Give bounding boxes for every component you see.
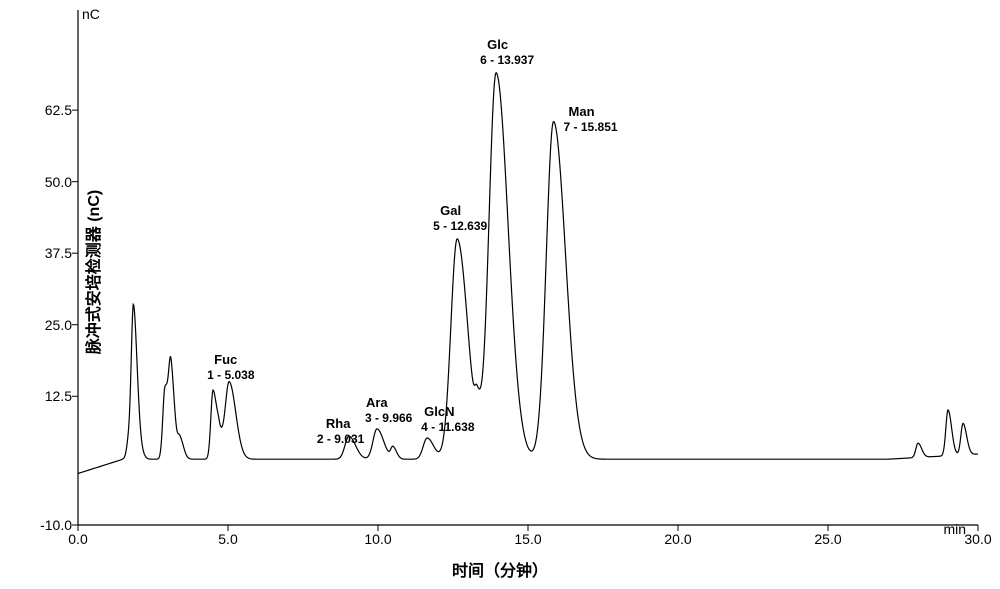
y-tick-label: -10.0 <box>40 517 72 533</box>
y-tick-label: 25.0 <box>45 317 72 333</box>
peak-rt-label: 3 - 9.966 <box>365 411 412 425</box>
peak-name-label: Man <box>569 104 595 119</box>
y-tick-label: 12.5 <box>45 388 72 404</box>
y-tick-label: 37.5 <box>45 245 72 261</box>
peak-rt-label: 7 - 15.851 <box>564 120 618 134</box>
x-tick-label: 20.0 <box>664 531 691 547</box>
x-tick-label: 5.0 <box>218 531 237 547</box>
x-tick-label: 25.0 <box>814 531 841 547</box>
peak-name-label: Ara <box>366 395 388 410</box>
peak-rt-label: 1 - 5.038 <box>207 368 254 382</box>
peak-name-label: Rha <box>326 416 351 431</box>
y-tick-label: 62.5 <box>45 102 72 118</box>
peak-name-label: Gal <box>440 203 461 218</box>
peak-rt-label: 2 - 9.031 <box>317 432 364 446</box>
x-axis-label: 时间（分钟） <box>452 557 548 581</box>
peak-rt-label: 6 - 13.937 <box>480 53 534 67</box>
y-tick-label: 50.0 <box>45 174 72 190</box>
x-tick-label: 30.0 <box>964 531 991 547</box>
x-tick-label: 15.0 <box>514 531 541 547</box>
peak-name-label: Glc <box>487 37 508 52</box>
chromatogram-trace <box>78 73 978 474</box>
peak-rt-label: 5 - 12.639 <box>433 219 487 233</box>
chromatogram-chart: 脉冲式安培检测器 (nC) 时间（分钟） min nC -10.012.525.… <box>0 0 1000 589</box>
x-tick-label: 0.0 <box>68 531 87 547</box>
peak-rt-label: 4 - 11.638 <box>421 420 474 434</box>
peak-name-label: GlcN <box>424 404 454 419</box>
x-tick-label: 10.0 <box>364 531 391 547</box>
peak-name-label: Fuc <box>214 352 237 367</box>
plot-svg <box>78 10 978 525</box>
